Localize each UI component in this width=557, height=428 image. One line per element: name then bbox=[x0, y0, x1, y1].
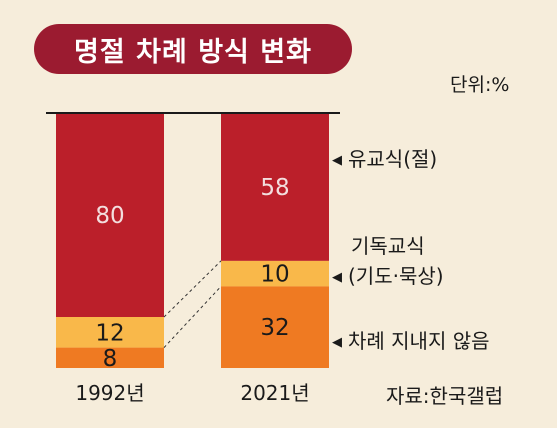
pointer-triangle-icon: ◀ bbox=[332, 335, 342, 350]
annotation-none: ◀ 차례 지내지 않음 bbox=[332, 327, 490, 357]
bar-segment bbox=[221, 286, 329, 368]
bar-segment bbox=[56, 113, 164, 317]
annotation-confucian-text: 유교식(절) bbox=[348, 147, 438, 171]
annotation-christian-line2: (기도·묵상) bbox=[348, 264, 444, 288]
chart-title: 명절 차례 방식 변화 bbox=[34, 24, 352, 74]
bar-segment bbox=[56, 317, 164, 348]
data-label: 12 bbox=[95, 320, 124, 346]
pointer-triangle-icon: ◀ bbox=[332, 153, 342, 168]
data-label: 10 bbox=[260, 262, 289, 288]
unit-label: 단위:% bbox=[450, 74, 510, 96]
data-label: 58 bbox=[260, 175, 289, 201]
annotation-confucian: ◀ 유교식(절) bbox=[332, 145, 437, 175]
bar-segment bbox=[221, 113, 329, 261]
connector-dashed-line bbox=[163, 260, 222, 318]
data-label: 80 bbox=[95, 203, 124, 229]
data-label: 32 bbox=[260, 315, 289, 341]
bar-segment bbox=[221, 260, 329, 287]
data-label: 8 bbox=[103, 346, 118, 372]
bar-segment bbox=[56, 347, 164, 368]
annotation-christian-line1: 기독교식 bbox=[351, 234, 425, 258]
x-tick-label: 1992년 bbox=[75, 381, 144, 405]
annotation-christian-2: ◀ (기도·묵상) bbox=[332, 262, 444, 292]
pointer-triangle-icon: ◀ bbox=[332, 270, 342, 285]
x-tick-label: 2021년 bbox=[240, 381, 309, 405]
annotation-none-text: 차례 지내지 않음 bbox=[348, 329, 490, 353]
source-label: 자료:한국갤럽 bbox=[386, 384, 504, 408]
connector-dashed-line bbox=[163, 286, 222, 348]
annotation-christian: 기독교식 bbox=[351, 232, 425, 260]
